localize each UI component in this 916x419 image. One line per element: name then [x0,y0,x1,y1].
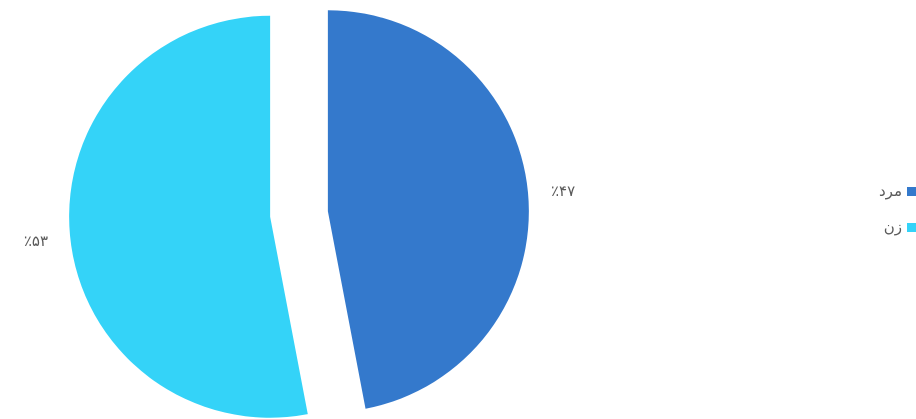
legend: مرد زن [862,180,916,252]
legend-swatch-mard [907,186,916,196]
legend-label-zan: زن [883,218,902,236]
pie-slice-mard [327,10,529,409]
legend-swatch-zan [907,222,916,232]
data-label-zan: ٪۵۳ [24,232,48,250]
legend-label-mard: مرد [879,182,902,200]
data-label-mard: ٪۴۷ [551,182,575,200]
pie-slice-zan [69,15,308,418]
legend-item-mard: مرد [862,180,916,202]
legend-item-zan: زن [862,216,916,238]
